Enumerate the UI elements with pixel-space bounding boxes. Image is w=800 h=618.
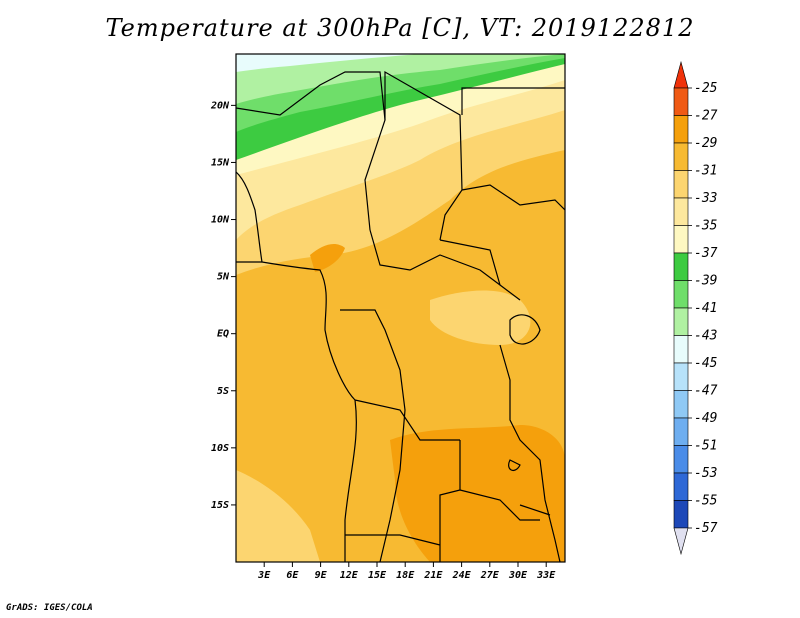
colorbar-label: -51 [694,439,717,454]
temperature-field [236,54,565,562]
lon-label: 27E [480,570,500,581]
colorbar-swatch [673,197,689,226]
lake-victoria [509,314,541,345]
colorbar-label: -43 [694,329,717,344]
lon-label: 21E [423,570,443,581]
colorbar-swatch [673,87,689,116]
lat-label: 10S [211,443,229,454]
colorbar: -25 -27 -29 -31 -33 -35 -37 -39 -41 -43 -45 -47 -49 -… [673,60,718,556]
colorbar-label: -37 [694,246,718,261]
colorbar-swatch [673,362,689,391]
lat-label: 15S [211,500,229,511]
sudan-border [461,184,565,211]
colorbar-label: -31 [694,164,717,179]
latitude-axis: 20N 15N 10N 5N EQ 5S 10S 15S [210,100,236,511]
map-borders [236,70,565,562]
colorbar-swatch [673,115,689,144]
colorbar-bottom-arrow [673,527,689,556]
car-sudan-border [439,239,521,301]
map-frame [235,53,566,563]
lon-label: 18E [396,570,415,581]
colorbar-label: -39 [694,274,717,289]
colorbar-swatch [673,335,689,364]
lat-label: 5S [217,386,229,397]
angola-north-border [354,399,460,441]
colorbar-swatch [673,445,689,474]
colorbar-label: -25 [694,81,718,96]
field-patch-southwest [236,470,320,562]
lake-bangweulu [508,459,521,472]
libya-egypt-border [461,87,565,115]
colorbar-label: -45 [694,356,718,371]
colorbar-label: -55 [694,494,718,509]
colorbar-label: -29 [694,136,717,151]
colorbar-label: -57 [694,521,718,536]
lon-label: 3E [257,570,271,581]
colorbar-swatch [673,142,689,171]
lon-label: 15E [368,570,387,581]
lat-label: 20N [210,100,230,111]
lon-label: 9E [315,570,328,581]
lon-label: 33E [536,570,556,581]
congo-border [340,309,406,562]
colorbar-label: -49 [694,411,717,426]
lon-label: 24E [452,570,472,581]
field-patch-east [430,290,531,345]
colorbar-swatch [673,307,689,336]
colorbar-swatch [673,472,689,501]
colorbar-swatch [673,225,689,254]
colorbar-label: -53 [694,466,717,481]
field-band-43 [236,54,420,72]
namibia-border [345,534,441,546]
car-border [369,229,501,286]
colorbar-swatch [673,280,689,309]
lon-label: 30E [508,570,528,581]
lon-label: 6E [286,570,299,581]
longitude-axis: 3E 6E 9E 12E 15E 18E 21E 24E 27E 30E 33E [257,562,556,581]
colorbar-swatch [673,170,689,199]
colorbar-swatch [673,500,689,529]
colorbar-label: -27 [694,109,718,124]
field-patch-west [310,244,345,272]
lat-label: EQ [217,329,229,340]
east-africa-border [499,344,561,562]
colorbar-top-arrow [673,60,689,89]
colorbar-swatch [673,390,689,419]
map-title: Temperature at 300hPa [C], VT: 201912281… [105,14,695,42]
lon-label: 12E [340,570,359,581]
colorbar-label: -47 [694,384,718,399]
atlantic-coastline [236,171,357,562]
field-band-41 [236,54,565,104]
northwest-borders [236,71,386,231]
lake-kariba [519,504,551,516]
colorbar-swatch [673,417,689,446]
colorbar-label: -33 [694,191,717,206]
colorbar-swatch [673,252,689,281]
angola-east-border [439,440,461,562]
zambia-border [459,489,540,521]
colorbar-label: -35 [694,219,718,234]
lat-label: 10N [211,215,230,226]
field-band-27 [390,425,565,562]
colorbar-label: -41 [694,301,717,316]
chad-border [384,70,463,241]
lat-label: 5N [217,272,230,283]
lat-label: 15N [211,157,230,168]
credit-label: GrADS: IGES/COLA [6,603,93,613]
